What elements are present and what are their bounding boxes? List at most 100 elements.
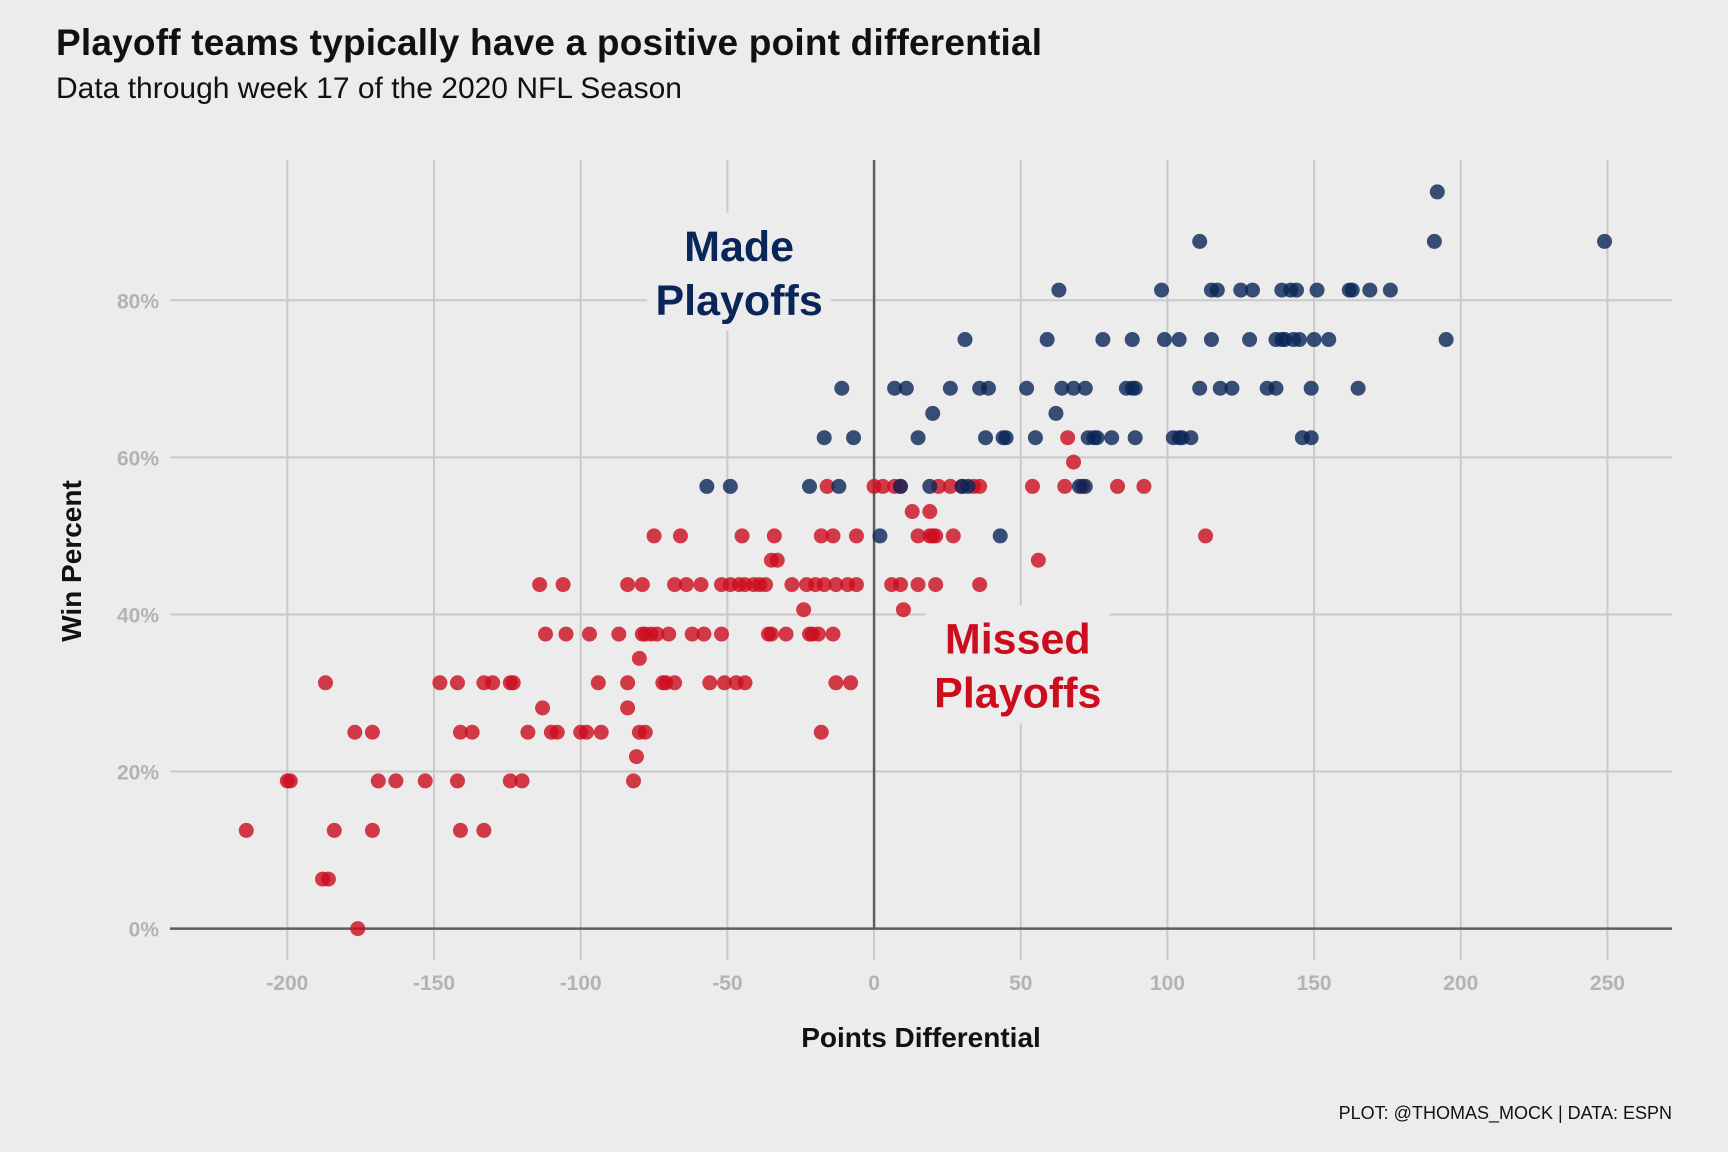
made-playoffs-point xyxy=(992,528,1008,544)
made-playoffs-point xyxy=(1124,332,1140,348)
missed-playoffs-point xyxy=(611,626,627,642)
made-playoffs-point xyxy=(1171,332,1187,348)
missed-playoffs-point xyxy=(1198,528,1214,544)
missed-playoffs-point xyxy=(432,675,448,691)
missed-playoffs-point xyxy=(672,528,688,544)
made-playoffs-point xyxy=(1027,430,1043,446)
made-playoffs-point xyxy=(1051,282,1067,298)
missed-playoffs-point xyxy=(350,921,366,937)
missed-playoffs-label-bg xyxy=(925,605,1110,724)
made-playoffs-point xyxy=(816,430,832,446)
missed-playoffs-point xyxy=(828,577,844,593)
made-playoffs-point xyxy=(1183,430,1199,446)
missed-playoffs-point xyxy=(555,577,571,593)
missed-playoffs-point xyxy=(505,675,521,691)
made-playoffs-point xyxy=(872,528,888,544)
missed-playoffs-point xyxy=(813,724,829,740)
made-playoffs-point xyxy=(942,380,958,396)
missed-playoffs-point xyxy=(620,577,636,593)
missed-playoffs-point xyxy=(928,577,944,593)
missed-playoffs-point xyxy=(816,577,832,593)
made-playoffs-point xyxy=(1350,380,1366,396)
made-playoffs-point xyxy=(1289,282,1304,298)
made-playoffs-point xyxy=(1156,332,1172,348)
made-playoffs-point xyxy=(1077,380,1093,396)
made-playoffs-point xyxy=(1212,380,1228,396)
missed-playoffs-point xyxy=(922,504,938,520)
missed-playoffs-point xyxy=(810,626,826,642)
made-playoffs-point xyxy=(831,478,847,494)
missed-playoffs-point xyxy=(476,822,492,838)
missed-playoffs-point xyxy=(1030,552,1046,568)
missed-playoffs-point xyxy=(928,528,944,544)
missed-playoffs-point xyxy=(784,577,800,593)
y-tick-label: 20% xyxy=(117,762,159,785)
made-playoffs-point xyxy=(1244,282,1260,298)
missed-playoffs-point xyxy=(714,626,730,642)
missed-playoffs-point xyxy=(347,724,363,740)
x-axis-label: Points Differential xyxy=(801,1022,1041,1053)
missed-playoffs-point xyxy=(364,724,380,740)
missed-playoffs-point xyxy=(582,626,598,642)
made-playoffs-point xyxy=(1127,380,1143,396)
x-tick-label: -50 xyxy=(712,972,742,995)
made-playoffs-label-bg xyxy=(647,212,832,331)
missed-playoffs-point xyxy=(828,675,844,691)
missed-playoffs-point xyxy=(1136,478,1152,494)
missed-playoffs-point xyxy=(514,773,530,789)
made-playoffs-point xyxy=(887,380,903,396)
x-tick-label: -100 xyxy=(560,972,602,995)
missed-playoffs-point xyxy=(593,724,609,740)
missed-playoffs-point xyxy=(972,577,988,593)
x-tick-label: 50 xyxy=(1009,972,1032,995)
missed-playoffs-point xyxy=(734,528,750,544)
missed-playoffs-point xyxy=(317,675,333,691)
chart-subtitle: Data through week 17 of the 2020 NFL Sea… xyxy=(56,72,682,105)
missed-playoffs-point xyxy=(843,675,859,691)
missed-playoffs-point xyxy=(579,724,595,740)
missed-playoffs-point xyxy=(661,626,677,642)
axis-lines xyxy=(170,160,1672,930)
missed-playoffs-point xyxy=(667,675,683,691)
missed-playoffs-point xyxy=(326,822,342,838)
made-playoffs-point xyxy=(1321,332,1337,348)
missed-playoffs-point xyxy=(892,577,908,593)
made-playoffs-point xyxy=(1192,380,1208,396)
missed-playoffs-point xyxy=(449,773,465,789)
missed-playoffs-point xyxy=(737,675,753,691)
x-tick-label: 100 xyxy=(1150,972,1185,995)
x-tick-label: 150 xyxy=(1297,972,1332,995)
made-playoffs-point xyxy=(1089,430,1105,446)
missed-playoffs-point xyxy=(813,528,829,544)
missed-playoffs-point xyxy=(388,773,404,789)
missed-playoffs-label: Playoffs xyxy=(934,669,1101,717)
made-playoffs-point xyxy=(722,478,738,494)
missed-playoffs-point xyxy=(452,822,468,838)
missed-playoffs-point xyxy=(848,577,864,593)
made-playoffs-point xyxy=(1077,478,1093,494)
made-playoffs-point xyxy=(1154,282,1170,298)
made-playoffs-point xyxy=(1054,380,1070,396)
made-playoffs-point xyxy=(1209,282,1225,298)
made-playoffs-point xyxy=(1019,380,1035,396)
missed-playoffs-point xyxy=(667,577,683,593)
missed-playoffs-point xyxy=(646,528,662,544)
made-playoffs-point xyxy=(1597,233,1613,249)
made-playoffs-point xyxy=(1104,430,1120,446)
missed-playoffs-point xyxy=(370,773,386,789)
made-playoffs-point xyxy=(978,430,994,446)
missed-playoffs-point xyxy=(502,773,518,789)
made-playoffs-point xyxy=(1306,332,1322,348)
missed-playoffs-point xyxy=(1066,454,1082,470)
tick-labels: -200 -150 -100 -50 0 50 100 150 200 250 0% 20% 40% 60… xyxy=(117,290,1625,995)
made-playoffs-point xyxy=(1242,332,1258,348)
missed-playoffs-point xyxy=(320,871,336,887)
missed-playoffs-point xyxy=(1060,430,1076,446)
made-playoffs-point xyxy=(1268,380,1284,396)
missed-playoffs-label: Missed xyxy=(945,615,1091,663)
made-playoffs-point xyxy=(1303,380,1319,396)
made-playoffs-point xyxy=(1426,233,1442,249)
missed-playoffs-point xyxy=(758,577,774,593)
